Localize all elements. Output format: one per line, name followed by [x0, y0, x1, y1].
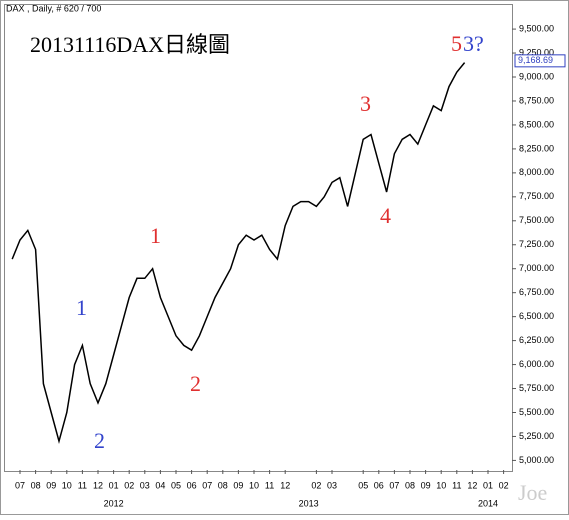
x-tick-label: 02: [311, 480, 321, 490]
y-tick-label: 5,000.00: [519, 455, 554, 465]
price-line: [11, 62, 466, 445]
last-price-label: 9,168.69: [518, 55, 553, 65]
year-label: 2013: [299, 498, 319, 508]
x-tick-label: 09: [421, 480, 431, 490]
x-tick-label: 08: [218, 480, 228, 490]
y-tick-label: 7,000.00: [519, 263, 554, 273]
wave-label: 5: [451, 31, 462, 56]
y-tick-label: 5,500.00: [519, 407, 554, 417]
wave-label: 3: [360, 91, 371, 116]
last-price-box: [514, 54, 566, 68]
wave-label: 1: [150, 223, 161, 248]
wave-label: 2: [94, 428, 105, 453]
x-tick-label: 03: [327, 480, 337, 490]
x-tick-label: 09: [233, 480, 243, 490]
y-tick-label: 6,500.00: [519, 311, 554, 321]
y-tick-label: 7,750.00: [519, 191, 554, 201]
chart-title: 20131116DAX日線圖: [30, 32, 230, 57]
x-tick-label: 02: [124, 480, 134, 490]
x-tick-label: 03: [140, 480, 150, 490]
y-tick-label: 9,250.00: [519, 47, 554, 57]
x-tick-label: 11: [265, 480, 274, 490]
y-tick-label: 9,500.00: [519, 23, 554, 33]
x-tick-label: 12: [93, 480, 103, 490]
x-tick-label: 08: [405, 480, 415, 490]
y-tick-label: 8,500.00: [519, 119, 554, 129]
x-tick-label: 06: [187, 480, 197, 490]
y-tick-label: 9,000.00: [519, 71, 554, 81]
y-tick-label: 8,750.00: [519, 95, 554, 105]
x-tick-label: 12: [280, 480, 290, 490]
year-label: 2014: [478, 498, 498, 508]
x-tick-label: 09: [46, 480, 56, 490]
x-tick-label: 05: [358, 480, 368, 490]
y-tick-label: 8,000.00: [519, 167, 554, 177]
x-tick-label: 01: [483, 480, 493, 490]
x-tick-label: 07: [389, 480, 399, 490]
x-tick-label: 10: [436, 480, 446, 490]
y-tick-label: 8,250.00: [519, 143, 554, 153]
x-tick-label: 04: [155, 480, 165, 490]
watermark: Joe: [518, 480, 547, 505]
year-label: 2012: [104, 498, 124, 508]
x-tick-label: 10: [249, 480, 259, 490]
y-tick-label: 6,750.00: [519, 287, 554, 297]
y-tick-label: 6,250.00: [519, 335, 554, 345]
wave-label: 2: [190, 371, 201, 396]
wave-label: 4: [380, 203, 391, 228]
x-tick-label: 10: [62, 480, 72, 490]
y-tick-label: 6,000.00: [519, 359, 554, 369]
x-tick-label: 07: [15, 480, 25, 490]
x-tick-label: 07: [202, 480, 212, 490]
x-tick-label: 02: [499, 480, 509, 490]
header: DAX , Daily, # 620 / 700: [6, 3, 101, 13]
x-tick-label: 12: [467, 480, 477, 490]
x-tick-label: 08: [31, 480, 41, 490]
x-tick-label: 11: [452, 480, 461, 490]
y-tick-label: 5,250.00: [519, 431, 554, 441]
wave-label: 3?: [463, 31, 484, 56]
x-tick-label: 01: [109, 480, 119, 490]
y-tick-label: 7,500.00: [519, 215, 554, 225]
x-tick-label: 05: [171, 480, 181, 490]
y-tick-label: 5,750.00: [519, 383, 554, 393]
y-tick-label: 7,250.00: [519, 239, 554, 249]
wave-label: 1: [76, 295, 87, 320]
x-tick-label: 11: [78, 480, 87, 490]
x-tick-label: 06: [374, 480, 384, 490]
